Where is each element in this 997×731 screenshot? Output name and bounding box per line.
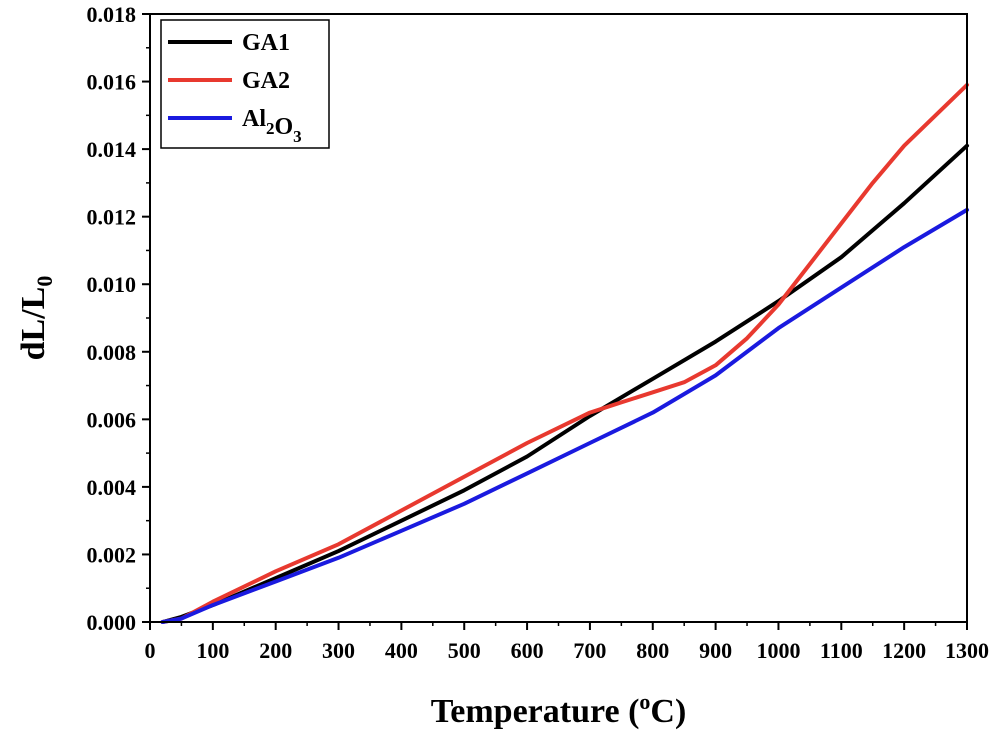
x-tick-label: 100 [196, 638, 229, 663]
y-tick-label: 0.004 [87, 475, 137, 500]
series-lines [160, 82, 969, 624]
y-tick-label: 0.008 [87, 340, 137, 365]
y-tick-label: 0.010 [87, 272, 137, 297]
y-tick-label: 0.006 [87, 407, 137, 432]
y-tick-label: 0.016 [87, 70, 137, 95]
x-tick-label: 600 [511, 638, 544, 663]
series-line-ga2 [160, 82, 969, 624]
x-tick-label: 500 [448, 638, 481, 663]
x-tick-label: 900 [699, 638, 732, 663]
y-tick-label: 0.000 [87, 610, 137, 635]
x-axis-title: Temperature (oC) [431, 689, 687, 730]
x-tick-label: 0 [145, 638, 156, 663]
y-tick-label: 0.012 [87, 205, 137, 230]
y-axis-title: dL/L0 [15, 276, 57, 361]
x-tick-labels: 0 100 200 300 400 500 600 700 800 900 1000 1100 1200… [145, 638, 990, 663]
series-line-al2o3 [160, 207, 969, 624]
x-tick-label: 400 [385, 638, 418, 663]
y-tick-label: 0.002 [87, 542, 137, 567]
x-tick-label: 800 [636, 638, 669, 663]
x-tick-label: 200 [259, 638, 292, 663]
legend: GA1 GA2 Al2O3 [160, 19, 330, 149]
legend-items: GA1 GA2 Al2O3 [168, 30, 302, 146]
legend-label-ga2: GA2 [242, 68, 290, 94]
y-tick-label: 0.014 [87, 137, 137, 162]
x-tick-label: 1000 [756, 638, 800, 663]
legend-label-al2o3: Al2O3 [242, 106, 302, 146]
x-tick-label: 1300 [945, 638, 989, 663]
y-tick-label: 0.018 [87, 2, 137, 27]
x-tick-label: 1100 [820, 638, 863, 663]
y-tick-labels: 0.000 0.002 0.004 0.006 0.008 0.010 0.012 0.014… [87, 2, 137, 635]
legend-label-ga1: GA1 [242, 30, 290, 56]
x-tick-label: 300 [322, 638, 355, 663]
x-tick-label: 700 [573, 638, 606, 663]
plot-frame [149, 13, 968, 623]
x-tick-label: 1200 [882, 638, 926, 663]
